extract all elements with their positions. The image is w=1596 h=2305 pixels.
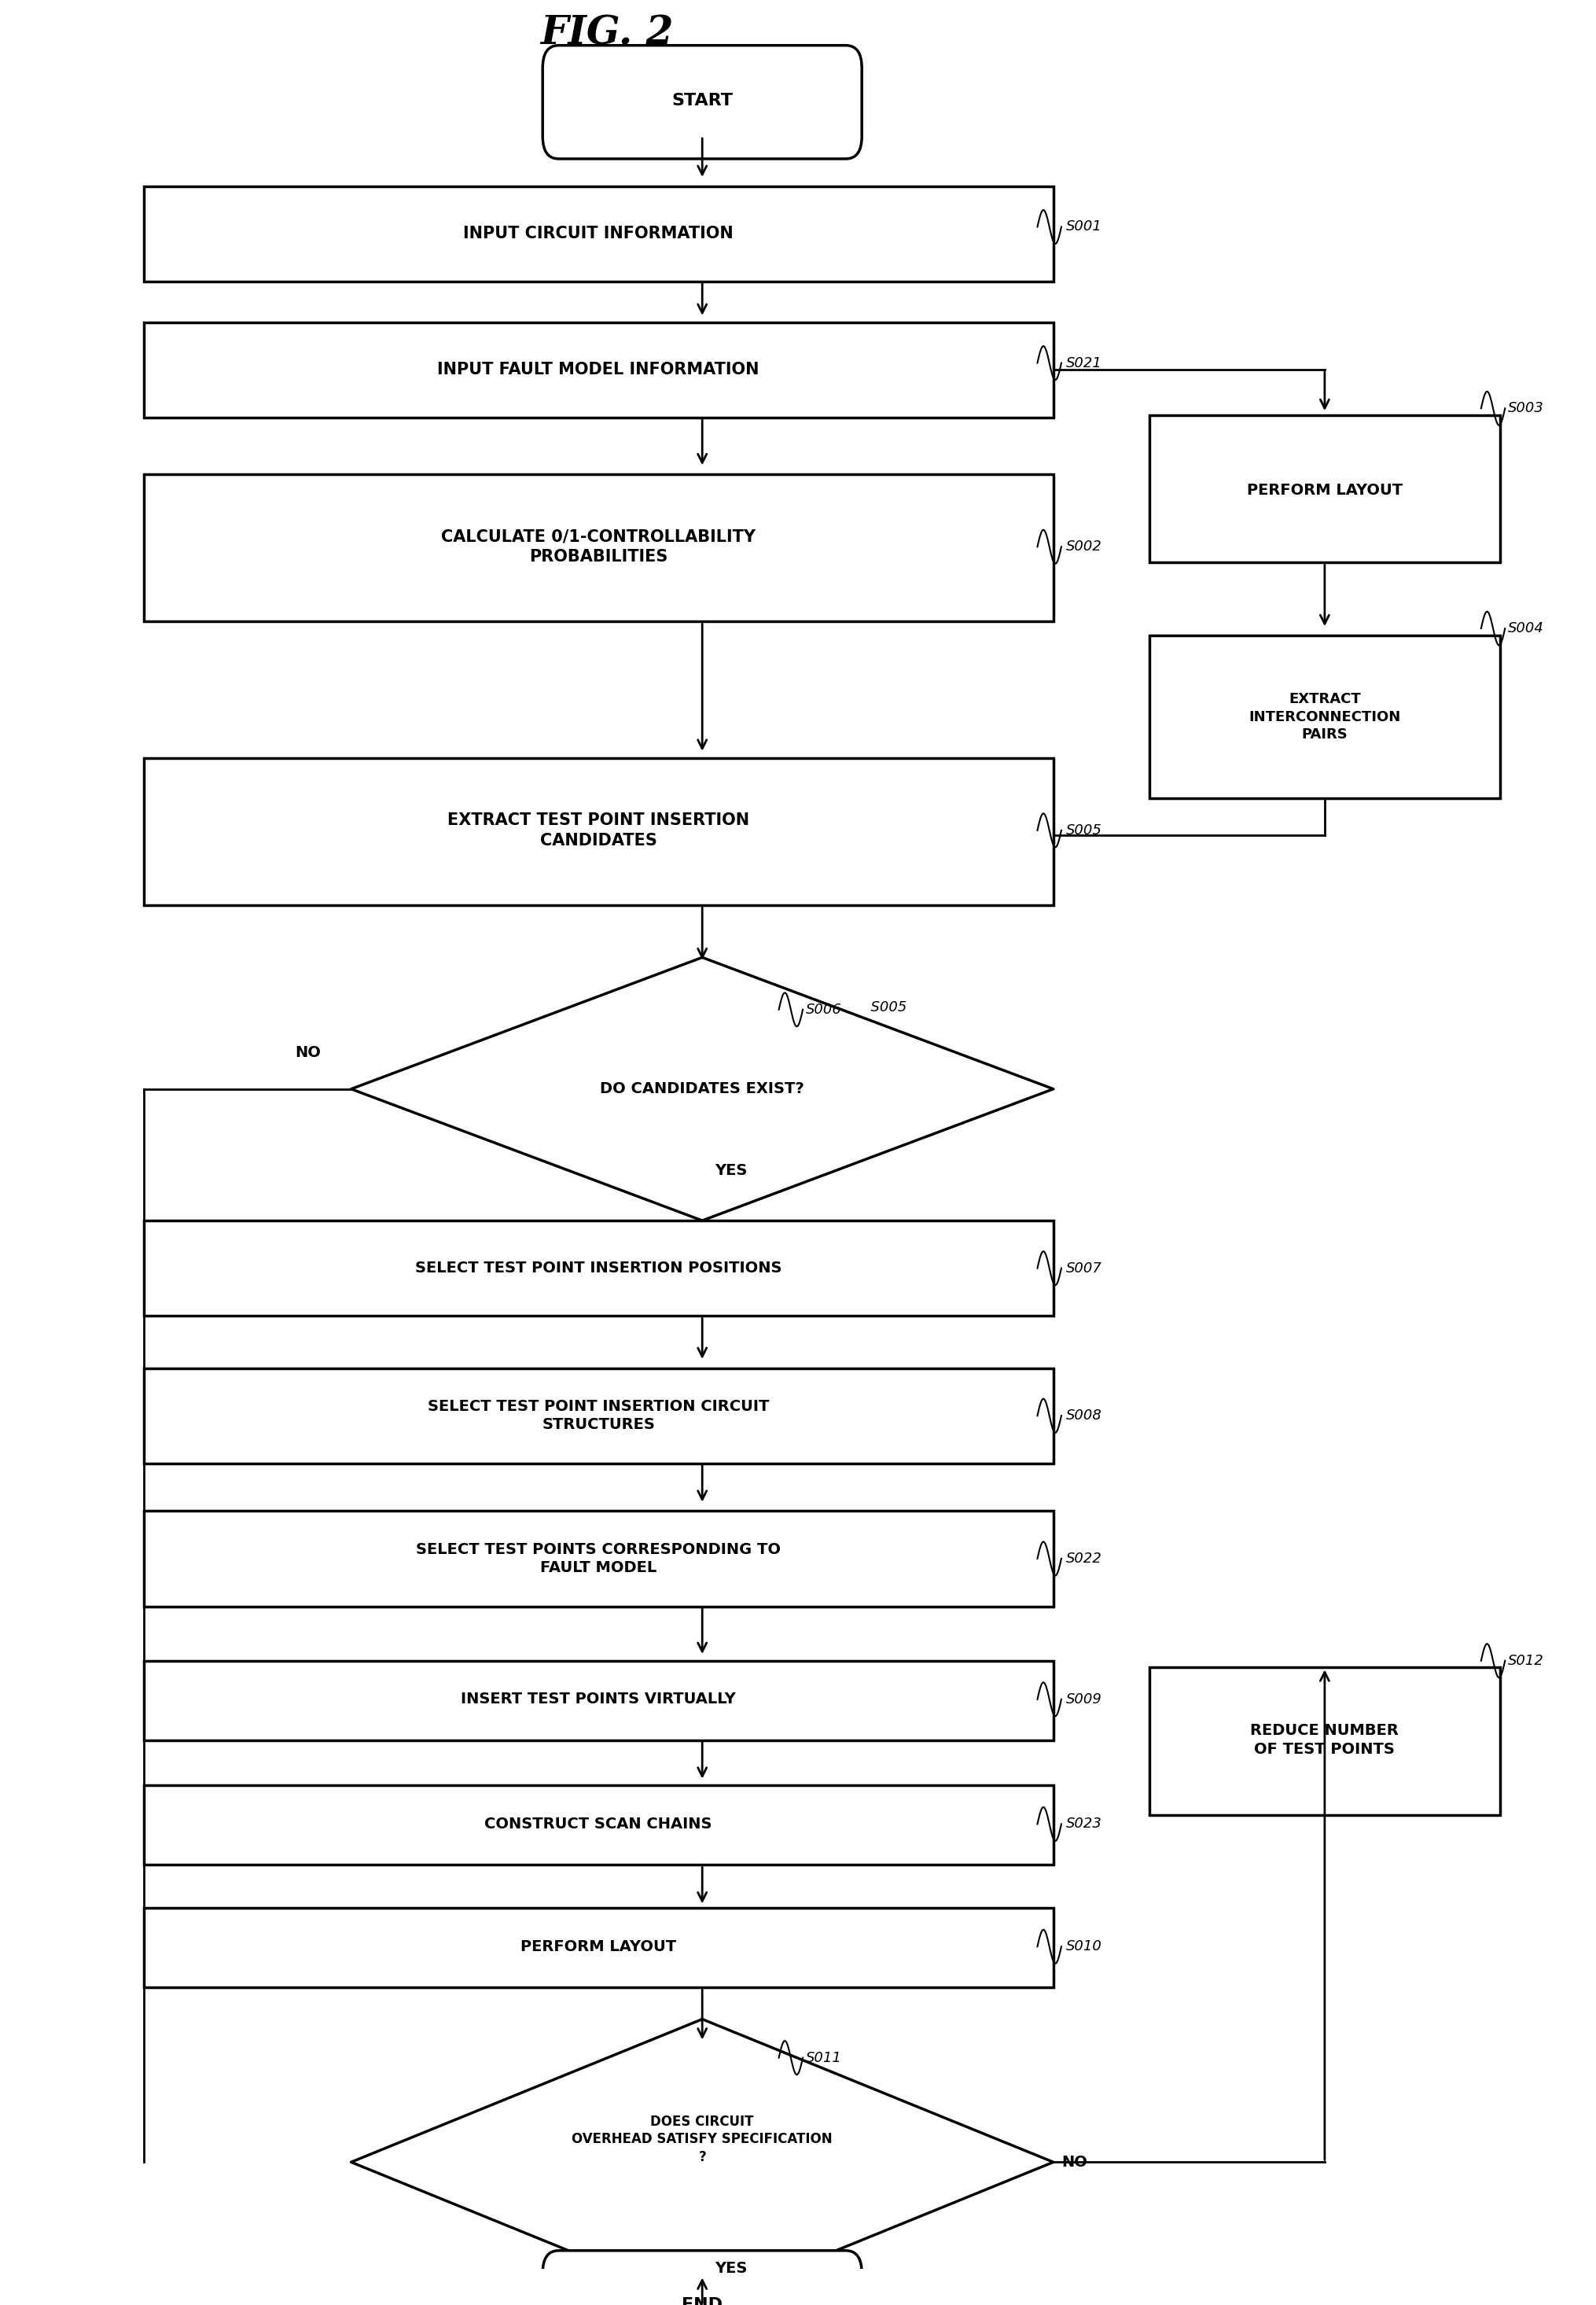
Text: NO: NO <box>1061 2155 1087 2169</box>
Text: DO CANDIDATES EXIST?: DO CANDIDATES EXIST? <box>600 1081 804 1097</box>
Polygon shape <box>351 2019 1053 2305</box>
Text: REDUCE NUMBER
OF TEST POINTS: REDUCE NUMBER OF TEST POINTS <box>1250 1724 1400 1756</box>
Text: S023: S023 <box>1066 1816 1103 1830</box>
FancyBboxPatch shape <box>543 2250 862 2305</box>
Text: EXTRACT
INTERCONNECTION
PAIRS: EXTRACT INTERCONNECTION PAIRS <box>1248 691 1401 742</box>
FancyBboxPatch shape <box>1149 1667 1500 1814</box>
FancyBboxPatch shape <box>144 475 1053 622</box>
Text: S007: S007 <box>1066 1261 1103 1275</box>
FancyBboxPatch shape <box>144 1786 1053 1865</box>
Text: S005: S005 <box>862 1000 907 1014</box>
Text: S006: S006 <box>806 1003 843 1017</box>
Text: S008: S008 <box>1066 1408 1103 1422</box>
FancyBboxPatch shape <box>144 1222 1053 1316</box>
Text: SELECT TEST POINT INSERTION CIRCUIT
STRUCTURES: SELECT TEST POINT INSERTION CIRCUIT STRU… <box>428 1399 769 1431</box>
Text: INSERT TEST POINTS VIRTUALLY: INSERT TEST POINTS VIRTUALLY <box>461 1692 736 1706</box>
Text: PERFORM LAYOUT: PERFORM LAYOUT <box>1246 482 1403 498</box>
Text: S011: S011 <box>806 2051 843 2065</box>
Text: S022: S022 <box>1066 1551 1103 1565</box>
Text: EXTRACT TEST POINT INSERTION
CANDIDATES: EXTRACT TEST POINT INSERTION CANDIDATES <box>447 811 750 848</box>
FancyBboxPatch shape <box>1149 415 1500 562</box>
Text: NO: NO <box>295 1044 321 1060</box>
Text: SELECT TEST POINTS CORRESPONDING TO
FAULT MODEL: SELECT TEST POINTS CORRESPONDING TO FAUL… <box>417 1542 780 1574</box>
Text: YES: YES <box>715 1164 747 1178</box>
FancyBboxPatch shape <box>144 1660 1053 1740</box>
Text: DOES CIRCUIT
OVERHEAD SATISFY SPECIFICATION
?: DOES CIRCUIT OVERHEAD SATISFY SPECIFICAT… <box>571 2116 833 2164</box>
Text: FIG. 2: FIG. 2 <box>539 14 674 53</box>
Text: PERFORM LAYOUT: PERFORM LAYOUT <box>520 1939 677 1955</box>
Text: S012: S012 <box>1508 1653 1545 1669</box>
FancyBboxPatch shape <box>144 1512 1053 1607</box>
FancyBboxPatch shape <box>144 323 1053 417</box>
Text: S021: S021 <box>1066 355 1103 371</box>
FancyBboxPatch shape <box>1149 636 1500 798</box>
Text: S001: S001 <box>1066 219 1103 233</box>
Text: S005: S005 <box>1066 823 1103 837</box>
Text: START: START <box>672 92 733 108</box>
FancyBboxPatch shape <box>144 1369 1053 1464</box>
Text: S003: S003 <box>1508 401 1545 415</box>
Text: INPUT CIRCUIT INFORMATION: INPUT CIRCUIT INFORMATION <box>463 226 734 242</box>
Text: S002: S002 <box>1066 539 1103 553</box>
Text: INPUT FAULT MODEL INFORMATION: INPUT FAULT MODEL INFORMATION <box>437 362 760 378</box>
FancyBboxPatch shape <box>144 758 1053 906</box>
Text: S004: S004 <box>1508 622 1545 636</box>
Text: END: END <box>681 2298 723 2305</box>
Text: S009: S009 <box>1066 1692 1103 1706</box>
FancyBboxPatch shape <box>144 1909 1053 1987</box>
FancyBboxPatch shape <box>543 46 862 159</box>
Polygon shape <box>351 957 1053 1222</box>
Text: CONSTRUCT SCAN CHAINS: CONSTRUCT SCAN CHAINS <box>485 1816 712 1832</box>
Text: SELECT TEST POINT INSERTION POSITIONS: SELECT TEST POINT INSERTION POSITIONS <box>415 1261 782 1275</box>
Text: YES: YES <box>715 2261 747 2277</box>
Text: CALCULATE 0/1-CONTROLLABILITY
PROBABILITIES: CALCULATE 0/1-CONTROLLABILITY PROBABILIT… <box>440 528 757 565</box>
FancyBboxPatch shape <box>144 187 1053 281</box>
Text: S010: S010 <box>1066 1939 1103 1955</box>
